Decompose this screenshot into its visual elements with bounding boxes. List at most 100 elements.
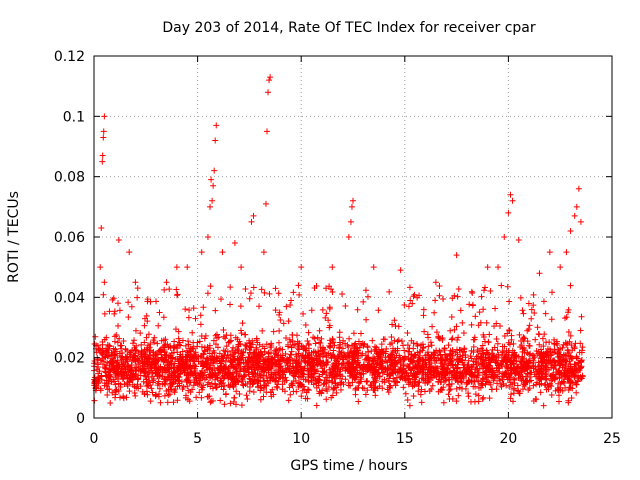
data-point bbox=[134, 285, 141, 292]
data-point bbox=[304, 395, 311, 402]
data-point bbox=[410, 345, 417, 352]
data-point bbox=[477, 353, 484, 360]
data-point bbox=[574, 378, 581, 385]
data-point-peak bbox=[211, 167, 218, 174]
data-point bbox=[501, 332, 508, 339]
data-point bbox=[462, 351, 469, 358]
data-point bbox=[494, 347, 501, 354]
data-point bbox=[499, 343, 506, 350]
data-point bbox=[314, 361, 321, 368]
data-point bbox=[212, 370, 219, 377]
data-point bbox=[372, 392, 379, 399]
data-point bbox=[445, 376, 452, 383]
data-point bbox=[242, 341, 249, 348]
data-point bbox=[337, 380, 344, 387]
data-point bbox=[197, 312, 204, 319]
data-point bbox=[526, 322, 533, 329]
data-point bbox=[276, 309, 283, 316]
data-point bbox=[510, 358, 517, 365]
data-point bbox=[532, 395, 539, 402]
data-point bbox=[543, 339, 550, 346]
data-point bbox=[369, 337, 376, 344]
data-point bbox=[503, 362, 510, 369]
data-point bbox=[468, 347, 475, 354]
data-point bbox=[453, 323, 460, 330]
data-point bbox=[467, 371, 474, 378]
data-point-peak bbox=[210, 182, 217, 189]
data-point bbox=[391, 317, 398, 324]
data-point bbox=[171, 360, 178, 367]
data-point bbox=[478, 345, 485, 352]
data-point bbox=[480, 365, 487, 372]
data-point bbox=[214, 355, 221, 362]
data-point bbox=[495, 351, 502, 358]
data-point bbox=[387, 357, 394, 364]
data-point bbox=[445, 391, 452, 398]
data-point bbox=[549, 289, 556, 296]
data-point bbox=[389, 321, 396, 328]
data-point bbox=[172, 386, 179, 393]
data-point bbox=[111, 338, 118, 345]
data-point bbox=[106, 353, 113, 360]
data-point bbox=[407, 297, 414, 304]
data-point bbox=[555, 357, 562, 364]
data-point-peak bbox=[571, 212, 578, 219]
y-tick-label: 0.1 bbox=[63, 109, 85, 125]
data-point bbox=[159, 373, 166, 380]
data-point bbox=[175, 377, 182, 384]
data-point bbox=[413, 364, 420, 371]
data-point bbox=[197, 377, 204, 384]
data-point bbox=[112, 387, 119, 394]
data-point bbox=[551, 346, 558, 353]
data-point bbox=[469, 301, 476, 308]
data-point bbox=[364, 362, 371, 369]
data-point bbox=[165, 392, 172, 399]
data-point bbox=[310, 362, 317, 369]
data-point bbox=[139, 388, 146, 395]
data-point bbox=[143, 334, 150, 341]
data-point bbox=[364, 387, 371, 394]
data-points bbox=[91, 74, 586, 409]
data-point bbox=[171, 338, 178, 345]
data-point bbox=[551, 376, 558, 383]
data-point bbox=[394, 338, 401, 345]
data-point bbox=[114, 339, 121, 346]
data-point bbox=[275, 290, 282, 297]
data-point bbox=[400, 355, 407, 362]
data-point bbox=[328, 355, 335, 362]
data-point bbox=[227, 357, 234, 364]
data-point bbox=[436, 370, 443, 377]
data-point bbox=[494, 380, 501, 387]
data-point bbox=[425, 352, 432, 359]
data-point bbox=[509, 398, 516, 405]
data-point bbox=[189, 362, 196, 369]
data-point bbox=[178, 353, 185, 360]
data-point bbox=[539, 373, 546, 380]
data-point-peak bbox=[563, 249, 570, 256]
data-point bbox=[411, 291, 418, 298]
data-point bbox=[577, 327, 584, 334]
data-point bbox=[437, 348, 444, 355]
data-point bbox=[477, 384, 484, 391]
data-point bbox=[141, 354, 148, 361]
data-point bbox=[270, 328, 277, 335]
data-point bbox=[563, 355, 570, 362]
data-point bbox=[429, 364, 436, 371]
data-point bbox=[550, 365, 557, 372]
data-point bbox=[420, 306, 427, 313]
data-point bbox=[257, 396, 264, 403]
data-point-peak bbox=[298, 264, 305, 271]
data-point bbox=[567, 332, 574, 339]
data-point bbox=[532, 336, 539, 343]
data-point bbox=[272, 378, 279, 385]
data-point bbox=[155, 378, 162, 385]
data-point bbox=[448, 380, 455, 387]
data-point bbox=[141, 322, 148, 329]
data-point bbox=[214, 344, 221, 351]
data-point bbox=[258, 352, 265, 359]
data-point bbox=[198, 332, 205, 339]
data-point bbox=[448, 336, 455, 343]
data-point bbox=[268, 343, 275, 350]
data-point-peak bbox=[213, 122, 220, 129]
data-point bbox=[275, 339, 282, 346]
